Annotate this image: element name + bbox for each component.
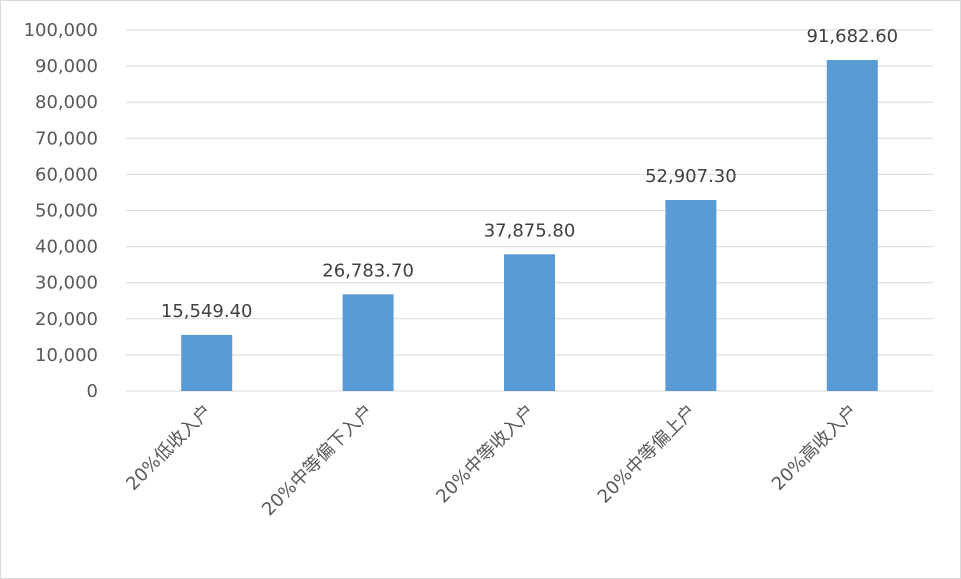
y-tick-label: 100,000	[24, 20, 98, 41]
y-tick-label: 90,000	[35, 56, 98, 77]
x-category-label: 20%中等偏上户	[594, 401, 701, 508]
x-axis-category-labels: 20%低收入户 20%中等偏下入户 20%中等收入户 20%中等偏上户 20%高收入户	[122, 401, 862, 521]
y-tick-label: 40,000	[35, 237, 98, 258]
y-tick-label: 60,000	[35, 164, 98, 185]
data-label: 91,682.60	[806, 26, 898, 47]
y-tick-label: 30,000	[35, 273, 98, 294]
x-category-label: 20%低收入户	[122, 401, 216, 495]
bars	[181, 60, 878, 391]
y-tick-label: 80,000	[35, 92, 98, 113]
y-tick-label: 0	[87, 381, 98, 402]
y-tick-label: 10,000	[35, 345, 98, 366]
bar	[665, 200, 717, 391]
data-label: 15,549.40	[161, 301, 253, 322]
y-axis-ticks: 0 10,000 20,000 30,000 40,000 50,000 60,000 70,…	[24, 20, 98, 402]
bar	[342, 294, 394, 391]
x-category-label: 20%中等偏下入户	[258, 401, 378, 521]
x-category-label: 20%高收入户	[768, 401, 862, 495]
data-labels: 15,549.40 26,783.70 37,875.80 52,907.30 91,6…	[161, 26, 898, 322]
data-label: 52,907.30	[645, 166, 737, 187]
y-tick-label: 20,000	[35, 309, 98, 330]
bar	[504, 254, 555, 391]
y-tick-label: 50,000	[35, 201, 98, 222]
data-label: 26,783.70	[322, 260, 414, 281]
bar	[181, 334, 233, 391]
bar	[826, 60, 878, 391]
gridlines	[126, 29, 933, 392]
y-tick-label: 70,000	[35, 128, 98, 149]
x-category-label: 20%中等收入户	[432, 401, 539, 508]
data-label: 37,875.80	[484, 220, 576, 241]
